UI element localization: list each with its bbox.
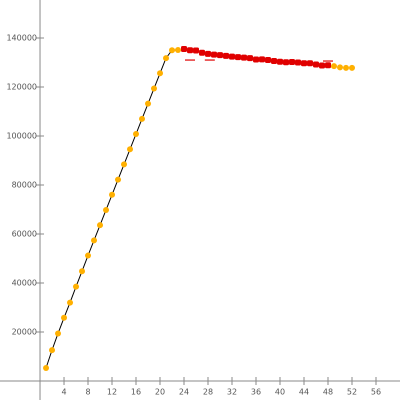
x-tick-label: 56 <box>371 388 381 397</box>
point <box>97 222 104 229</box>
point <box>211 51 218 58</box>
point <box>193 47 200 54</box>
point <box>289 59 296 66</box>
point <box>295 59 302 66</box>
x-tick-label: 8 <box>85 388 90 397</box>
point <box>229 53 236 60</box>
point <box>325 62 332 69</box>
point <box>223 52 230 59</box>
x-tick-label: 36 <box>251 388 261 397</box>
point <box>181 46 188 53</box>
point <box>235 54 242 61</box>
y-tick-label: 40000 <box>12 279 37 288</box>
y-tick-label: 120000 <box>6 82 37 91</box>
x-tick-label: 24 <box>179 388 189 397</box>
point <box>109 191 116 198</box>
point <box>343 64 350 71</box>
point <box>241 54 248 61</box>
point <box>271 58 278 65</box>
point <box>103 206 110 213</box>
point <box>337 64 344 71</box>
point <box>319 62 326 69</box>
y-tick-label: 20000 <box>12 328 37 337</box>
y-tick-label: 140000 <box>6 33 37 42</box>
point <box>43 365 50 372</box>
x-tick-label: 20 <box>155 388 165 397</box>
point <box>175 47 182 54</box>
x-tick-label: 40 <box>275 388 285 397</box>
point <box>55 330 62 337</box>
point <box>121 161 128 168</box>
x-tick-label: 44 <box>299 388 309 397</box>
point <box>253 56 260 63</box>
x-tick-label: 4 <box>61 388 66 397</box>
x-tick-label: 16 <box>131 388 141 397</box>
point <box>145 100 152 107</box>
point <box>265 57 272 64</box>
point <box>67 299 74 306</box>
point <box>133 131 140 138</box>
y-tick-label: 60000 <box>12 229 37 238</box>
point <box>169 47 176 54</box>
point <box>259 56 266 63</box>
point <box>49 347 56 354</box>
x-tick-label: 52 <box>347 388 357 397</box>
point <box>61 314 68 321</box>
point <box>85 252 92 259</box>
point <box>205 50 212 57</box>
point <box>217 52 224 59</box>
point <box>187 47 194 54</box>
x-tick-label: 12 <box>107 388 117 397</box>
y-tick-label: 80000 <box>12 180 37 189</box>
x-tick-label: 48 <box>323 388 333 397</box>
point <box>277 58 284 65</box>
point <box>151 85 158 92</box>
point <box>91 237 98 244</box>
y-tick-label: 100000 <box>6 131 37 140</box>
point <box>247 55 254 62</box>
x-tick-label: 32 <box>227 388 237 397</box>
point <box>331 63 338 70</box>
point <box>313 61 320 68</box>
point <box>139 115 146 122</box>
point <box>157 70 164 77</box>
series-line <box>45 49 179 369</box>
point <box>73 283 80 290</box>
point <box>115 176 122 183</box>
point <box>127 146 134 153</box>
point <box>199 49 206 56</box>
point <box>283 59 290 66</box>
point <box>163 55 170 62</box>
point <box>349 64 356 71</box>
x-tick-label: 28 <box>203 388 213 397</box>
point <box>79 268 86 275</box>
